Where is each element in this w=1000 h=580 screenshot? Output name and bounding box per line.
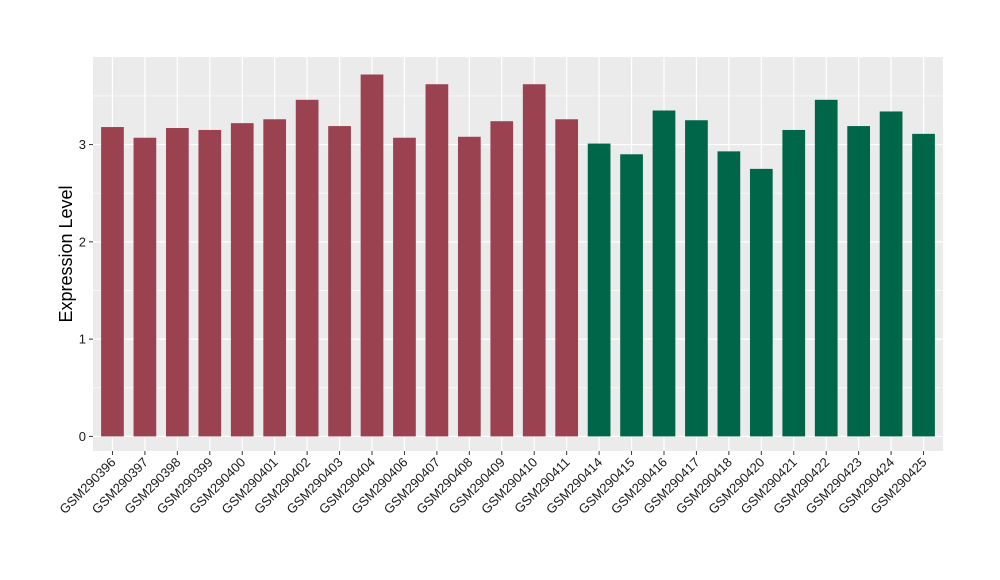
bar-GSM290402 <box>295 99 319 437</box>
bar-GSM290406 <box>393 137 416 437</box>
y-tick-label: 0 <box>79 429 86 444</box>
bar-GSM290418 <box>717 151 741 437</box>
y-axis-title: Expression Level <box>56 185 76 322</box>
bar-GSM290409 <box>490 121 514 437</box>
bar-GSM290407 <box>425 84 449 437</box>
bar-GSM290397 <box>133 137 157 437</box>
bars <box>101 74 935 437</box>
bar-GSM290415 <box>620 154 643 437</box>
bar-GSM290408 <box>457 136 481 437</box>
bar-GSM290411 <box>555 119 579 437</box>
bar-GSM290421 <box>782 129 806 437</box>
y-tick-label: 1 <box>79 332 86 347</box>
bar-GSM290410 <box>522 84 546 437</box>
y-tick-label: 3 <box>79 137 86 152</box>
bar-GSM290400 <box>230 123 254 437</box>
bar-GSM290403 <box>328 126 351 437</box>
bar-GSM290425 <box>912 133 935 437</box>
bar-GSM290414 <box>587 143 611 437</box>
bar-GSM290416 <box>652 110 676 437</box>
bar-GSM290399 <box>198 129 222 437</box>
y-tick-label: 2 <box>79 234 86 249</box>
y-axis: 0 1 2 3 <box>79 137 93 444</box>
x-axis: GSM290396GSM290397GSM290398GSM290399GSM2… <box>56 451 930 517</box>
bar-GSM290401 <box>263 119 287 437</box>
bar-GSM290420 <box>749 168 773 437</box>
bar-GSM290398 <box>165 128 189 437</box>
bar-GSM290424 <box>879 111 903 437</box>
bar-GSM290423 <box>847 126 871 437</box>
bar-GSM290417 <box>685 120 708 437</box>
bar-GSM290404 <box>360 74 384 437</box>
bar-GSM290422 <box>814 99 838 437</box>
bar-GSM290396 <box>101 127 124 437</box>
